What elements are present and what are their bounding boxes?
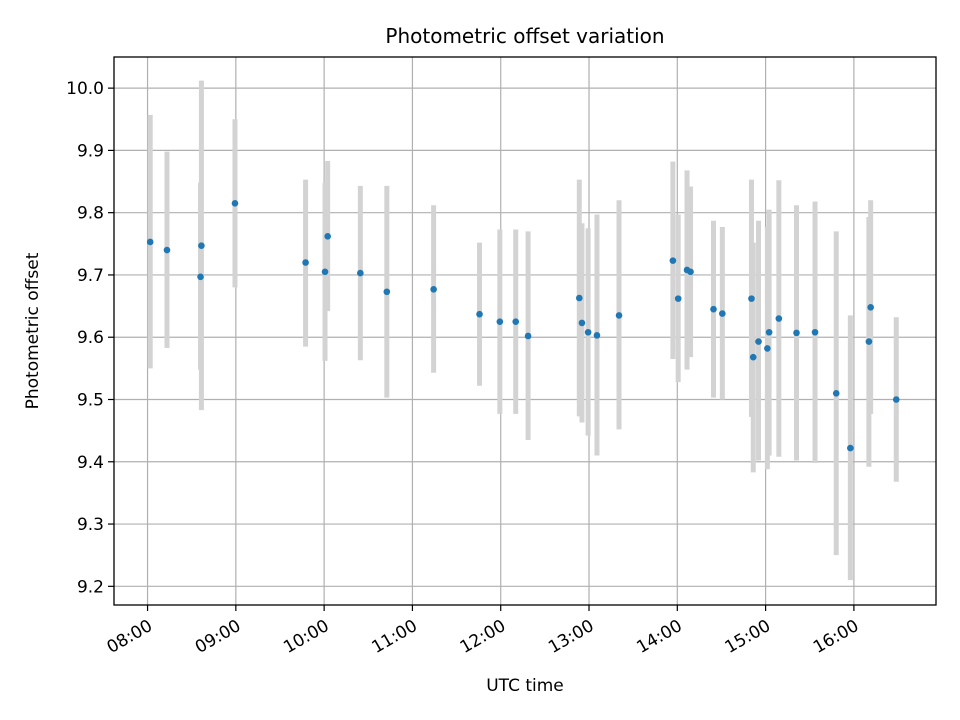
- data-point: [765, 328, 773, 336]
- y-tick-label: 9.7: [77, 266, 104, 286]
- data-point: [496, 318, 504, 325]
- data-point: [476, 310, 483, 318]
- data-point: [198, 242, 205, 249]
- y-tick-label: 10.0: [66, 79, 104, 99]
- data-point: [755, 338, 762, 345]
- data-point: [524, 332, 532, 340]
- x-axis-label: UTC time: [486, 676, 564, 696]
- y-tick-label: 9.8: [77, 204, 104, 224]
- data-point: [669, 257, 677, 264]
- data-point: [710, 305, 717, 313]
- y-axis-ticks: 9.2 9.3 9.4 9.5 9.6 9.7 9.8 9.9 10.0: [66, 79, 114, 597]
- data-point: [867, 304, 874, 311]
- grid: [114, 57, 936, 605]
- data-point: [748, 295, 755, 302]
- data-point: [231, 200, 239, 207]
- data-point: [593, 332, 601, 339]
- data-point: [847, 444, 854, 452]
- data-point: [197, 273, 204, 281]
- y-tick-label: 9.3: [77, 515, 104, 535]
- y-tick-label: 9.6: [77, 328, 104, 348]
- data-point: [832, 389, 840, 397]
- data-point: [512, 318, 520, 325]
- data-point: [719, 310, 726, 317]
- data-point: [764, 345, 771, 352]
- data-point: [811, 328, 819, 336]
- y-tick-label: 9.4: [77, 453, 104, 473]
- chart-title: Photometric offset variation: [385, 24, 664, 48]
- data-point: [575, 294, 583, 302]
- data-point: [146, 238, 154, 246]
- data-point: [324, 233, 331, 240]
- data-points: [146, 200, 900, 452]
- data-point: [321, 268, 329, 276]
- data-point: [687, 268, 694, 276]
- plot-frame: [113, 56, 937, 606]
- data-point: [892, 396, 900, 403]
- data-point: [578, 319, 586, 327]
- y-tick-label: 9.2: [77, 577, 104, 597]
- y-tick-label: 9.5: [77, 391, 104, 411]
- data-point: [865, 338, 873, 345]
- data-point: [793, 329, 800, 337]
- data-point: [584, 328, 592, 336]
- data-point: [749, 353, 757, 361]
- data-point: [302, 259, 309, 266]
- data-point: [430, 285, 437, 293]
- y-tick-label: 9.9: [77, 141, 104, 161]
- data-point: [357, 269, 364, 277]
- data-point: [163, 246, 171, 254]
- y-axis-label: Photometric offset: [23, 252, 43, 409]
- data-point: [383, 288, 391, 296]
- data-point: [674, 295, 682, 302]
- data-point: [775, 315, 783, 322]
- data-point: [615, 312, 623, 319]
